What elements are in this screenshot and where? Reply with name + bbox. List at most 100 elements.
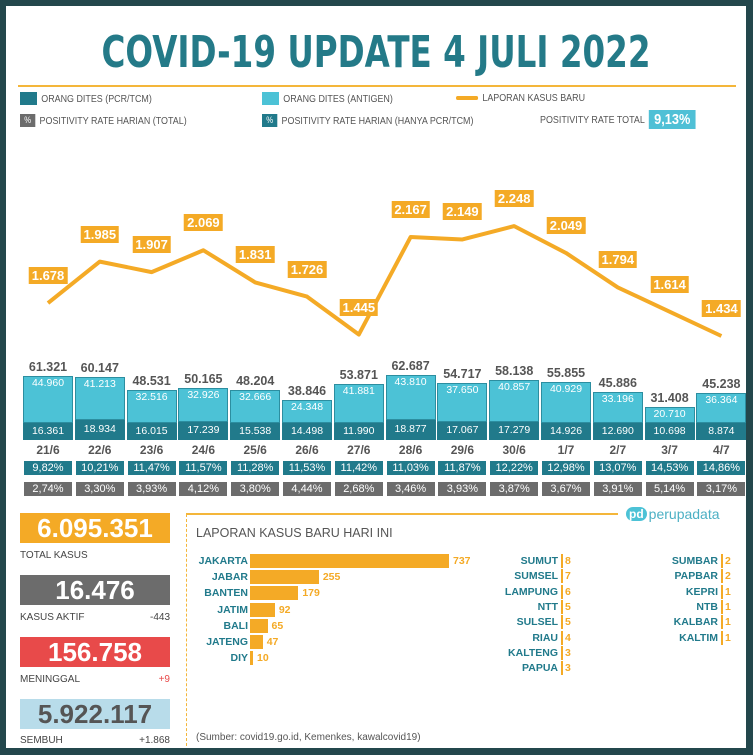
pcr-bar: 16.361 [23, 422, 73, 440]
pcr-bar: 8.874 [696, 423, 746, 440]
province-value: 5 [565, 600, 571, 613]
total-cases-label: TOTAL KASUS [20, 550, 88, 561]
positivity-pcr-badge: 9,82% [24, 461, 72, 475]
total-tested-label: 62.687 [391, 358, 430, 373]
total-tested-label: 38.846 [287, 383, 327, 398]
pcr-bar: 17.279 [489, 422, 540, 440]
province-bar [721, 569, 723, 584]
province-value: 1 [725, 600, 731, 613]
province-name: NTT [537, 600, 558, 613]
province-name: JAKARTA [198, 555, 248, 567]
legend-label: ORANG DITES (PCR/TCM) [41, 92, 152, 105]
new-cases-label: 1.985 [80, 225, 120, 243]
positivity-total-badge: 5,14% [645, 482, 694, 496]
positivity-total-badge: 3,67% [542, 482, 590, 496]
province-value: 1 [725, 616, 731, 629]
date-label: 3/7 [661, 443, 678, 457]
antigen-bar: 33.196 [592, 392, 643, 423]
province-name: KALBAR [673, 616, 718, 629]
pcr-bar: 18.877 [385, 420, 436, 440]
new-cases-label: 2.149 [443, 203, 482, 221]
legend-label: LAPORAN KASUS BARU [482, 92, 586, 104]
new-cases-label: 2.167 [391, 201, 430, 219]
province-bar [721, 630, 723, 645]
active-cases-label-row: KASUS AKTIF -443 [20, 612, 170, 623]
province-value: 65 [271, 619, 284, 632]
province-name: SUMBAR [671, 555, 718, 567]
date-label: 26/6 [295, 443, 319, 457]
province-bar [250, 602, 275, 617]
total-cases-value: 6.095.351 [20, 513, 170, 543]
province-value: 2 [725, 555, 731, 567]
deaths-value: 156.758 [20, 637, 170, 667]
positivity-pcr-badge: 10,21% [75, 461, 124, 475]
province-name: SUMSEL [514, 570, 558, 583]
antigen-bar: 41.213 [74, 377, 125, 421]
legend-pr-pcr: % POSITIVITY RATE HARIAN (HANYA PCR/TCM) [262, 114, 473, 127]
logo-text: perupadata [648, 506, 720, 522]
province-bar [561, 599, 563, 614]
page-title: COVID-19 UPDATE 4 JULI 2022 [101, 27, 651, 78]
province-bar [721, 599, 723, 614]
deaths-label: MENINGGAL [20, 674, 81, 685]
province-bar [561, 630, 563, 645]
antigen-bar: 44.960 [23, 376, 73, 423]
positivity-total-badge: 3,91% [593, 482, 642, 496]
date-label: 30/6 [502, 443, 526, 457]
new-cases-label: 2.069 [184, 214, 223, 232]
province-name: KEPRI [685, 585, 718, 598]
today-title: LAPORAN KASUS BARU HARI INI [196, 526, 393, 540]
province-name: BALI [223, 619, 249, 632]
legend-label: ORANG DITES (ANTIGEN) [283, 92, 393, 105]
province-name: RIAU [532, 631, 558, 644]
pcr-bar: 12.690 [592, 423, 643, 440]
province-name: DIY [230, 652, 248, 665]
total-tested-label: 45.238 [702, 376, 741, 391]
positivity-total-badge: 3,30% [75, 482, 124, 496]
province-value: 3 [565, 646, 571, 659]
province-value: 8 [565, 555, 571, 567]
new-cases-label: 1.614 [650, 275, 689, 293]
legend-antigen: ORANG DITES (ANTIGEN) [262, 92, 393, 105]
legend-pcr: ORANG DITES (PCR/TCM) [20, 92, 152, 105]
divider [186, 514, 187, 746]
province-bar [721, 615, 723, 630]
date-label: 1/7 [557, 443, 575, 457]
new-cases-label: 1.678 [28, 267, 68, 285]
province-name: PAPBAR [674, 570, 718, 583]
brand-logo: pd perupadata [626, 506, 720, 522]
province-name: SULSEL [516, 616, 558, 629]
total-tested-label: 54.717 [443, 367, 482, 382]
province-bar [721, 554, 723, 568]
daily-chart: 1.678 1.985 1.907 2.069 1.831 1.726 1.445 2.167… [6, 6, 746, 506]
total-tested-label: 48.204 [236, 373, 275, 388]
province-bar [561, 615, 563, 630]
province-bar [250, 618, 268, 633]
antigen-bar: 37.650 [437, 383, 488, 423]
province-value: 47 [266, 636, 279, 648]
antigen-swatch [262, 92, 279, 105]
positivity-pcr-badge: 11,57% [179, 461, 228, 475]
positivity-total-badge: 2,74% [24, 482, 72, 496]
province-value: 179 [302, 587, 320, 600]
antigen-bar: 20.710 [644, 407, 695, 423]
positivity-pcr-badge: 14,53% [645, 461, 694, 475]
positivity-total-badge: 4,44% [283, 482, 331, 496]
date-label: 25/6 [243, 443, 267, 457]
province-name: SUMUT [520, 555, 558, 567]
recovered-label-row: SEMBUH +1.868 [20, 735, 170, 746]
province-bar [721, 584, 723, 599]
province-bar [561, 569, 563, 584]
total-tested-label: 60.147 [80, 361, 119, 376]
positivity-total-badge: 3,80% [231, 482, 280, 496]
antigen-bar: 32.516 [126, 389, 177, 423]
total-tested-label: 48.531 [132, 373, 171, 388]
positivity-total-badge: 2,68% [334, 482, 383, 496]
date-label: 2/7 [609, 443, 627, 457]
new-cases-label: 1.907 [132, 236, 171, 254]
province-name: PAPUA [522, 662, 558, 675]
antigen-bar: 36.364 [696, 392, 746, 423]
active-cases-delta: -443 [149, 612, 170, 623]
province-value: 3 [565, 662, 571, 675]
province-value: 255 [322, 571, 341, 584]
